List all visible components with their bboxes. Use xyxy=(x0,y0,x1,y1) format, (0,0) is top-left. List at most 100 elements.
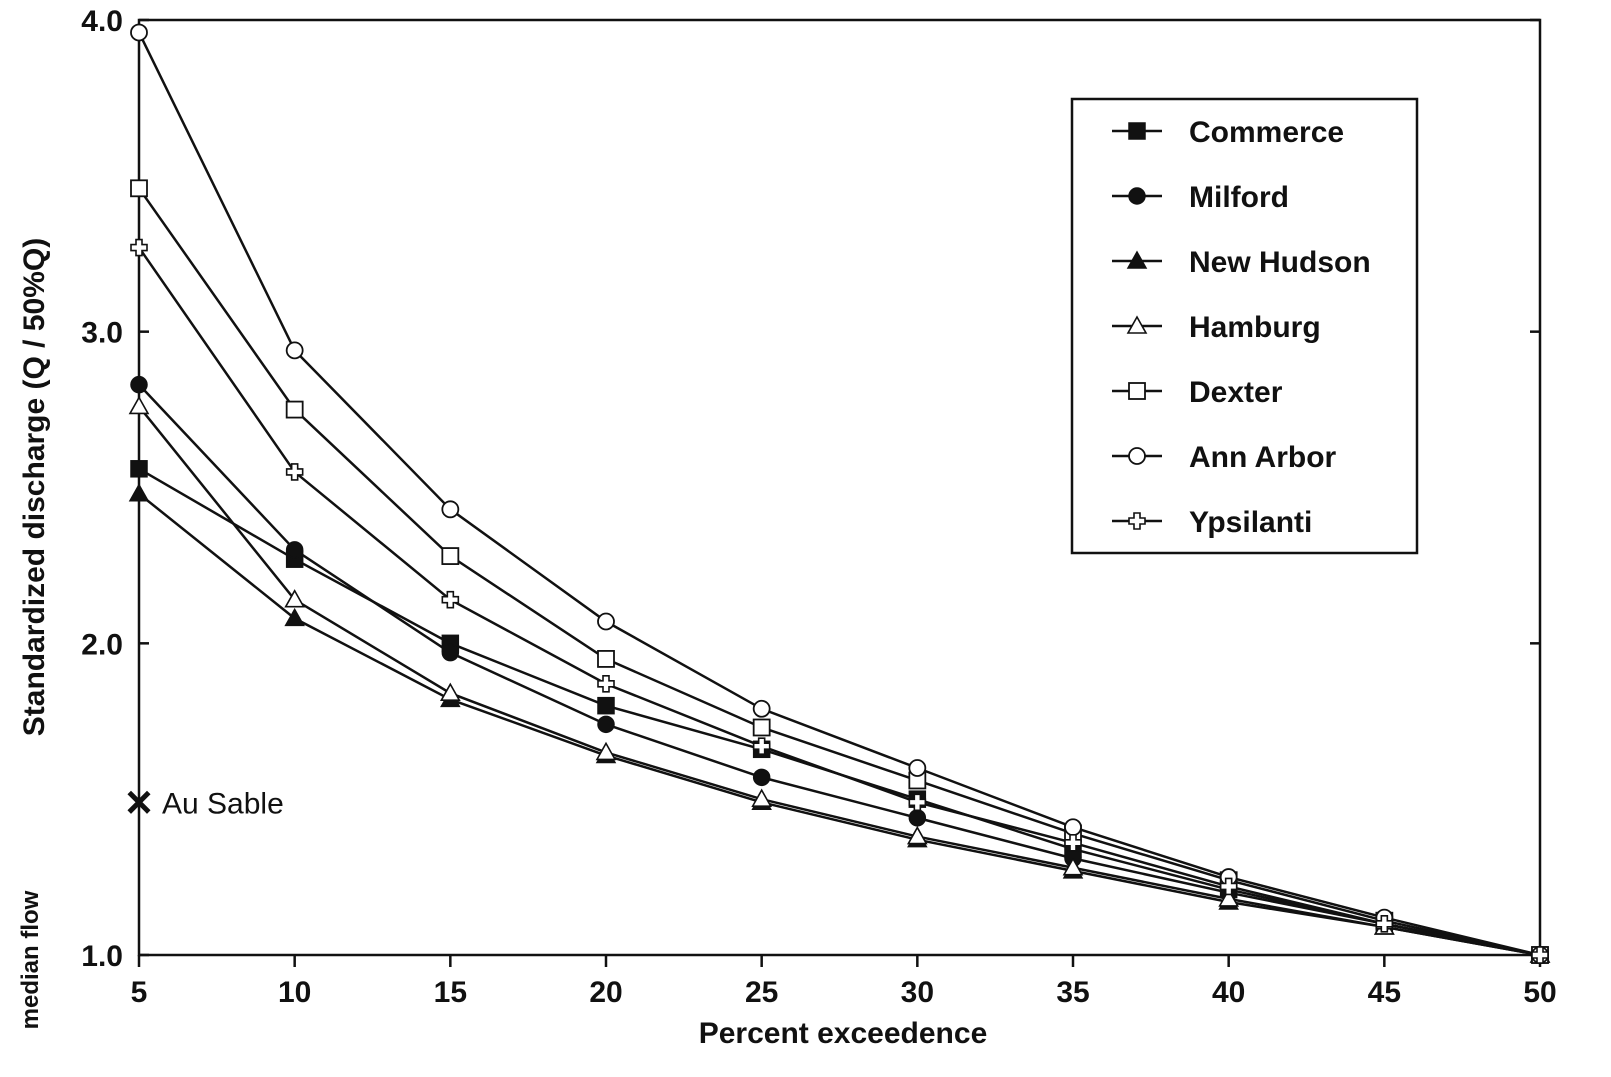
data-point-hamburg xyxy=(128,395,150,415)
data-point-hamburg xyxy=(906,825,928,845)
data-point-ann-arbor xyxy=(752,699,771,718)
data-point-ann-arbor xyxy=(441,500,460,519)
series-ann-arbor xyxy=(130,23,1549,964)
series-ypsilanti xyxy=(130,238,1549,964)
x-tick-label: 20 xyxy=(589,976,622,1009)
data-point-ypsilanti xyxy=(908,793,927,812)
data-point-milford xyxy=(908,809,927,827)
x-tick-label: 40 xyxy=(1212,976,1245,1009)
data-point-ypsilanti xyxy=(752,737,771,755)
x-tick-label: 15 xyxy=(434,976,467,1009)
data-point-ypsilanti xyxy=(597,675,615,693)
data-point-commerce xyxy=(597,696,615,715)
y-tick-label: 3.0 xyxy=(81,317,123,350)
median-flow-label: median flow xyxy=(17,890,44,1029)
data-point-ypsilanti xyxy=(1531,946,1549,964)
x-tick-label: 50 xyxy=(1523,976,1556,1009)
x-axis-title: Percent exceedence xyxy=(699,1017,988,1050)
plot-frame xyxy=(137,18,1542,957)
data-point-dexter xyxy=(285,400,304,419)
series-line-dexter xyxy=(137,187,1541,957)
legend-item-milford: Milford xyxy=(1112,181,1289,214)
data-point-ypsilanti xyxy=(441,590,460,609)
data-point-milford xyxy=(752,768,771,787)
legend-label-hamburg: Hamburg xyxy=(1189,311,1321,344)
legend-item-ann-arbor: Ann Arbor xyxy=(1112,441,1337,474)
legend-label-new-hudson: New Hudson xyxy=(1189,246,1371,279)
legend-item-commerce: Commerce xyxy=(1112,116,1344,149)
legend: Commerce Milford New Hudson Hamburg Dexter An… xyxy=(1070,97,1419,555)
legend-marker-hamburg xyxy=(1126,315,1148,334)
legend-label-ypsilanti: Ypsilanti xyxy=(1189,506,1312,539)
legend-marker-ypsilanti xyxy=(1128,512,1146,530)
y-tick-label: 1.0 xyxy=(81,940,123,973)
series-line-hamburg xyxy=(138,405,1541,957)
series-line-milford xyxy=(138,383,1541,957)
data-point-hamburg xyxy=(1062,857,1084,876)
y-tick-label: 2.0 xyxy=(81,628,123,661)
legend-label-dexter: Dexter xyxy=(1189,376,1283,409)
legend-item-new-hudson: New Hudson xyxy=(1112,246,1371,279)
data-point-dexter xyxy=(441,547,460,565)
legend-marker-milford xyxy=(1128,187,1146,205)
data-point-ann-arbor xyxy=(908,759,927,777)
x-tick-label: 35 xyxy=(1056,976,1089,1009)
series-line-new-hudson xyxy=(138,492,1541,957)
series-line-ann-arbor xyxy=(137,31,1541,957)
y-axis: 1.0 2.0 3.0 4.0 xyxy=(81,5,1540,973)
y-axis-title: Standardized discharge (Q / 50%Q) xyxy=(18,238,51,736)
data-point-ann-arbor xyxy=(130,23,148,42)
data-point-ann-arbor xyxy=(1064,818,1082,837)
legend-label-commerce: Commerce xyxy=(1189,116,1344,149)
data-point-milford xyxy=(130,375,148,394)
annotation-marker-au-sable xyxy=(127,790,151,814)
data-point-dexter xyxy=(752,718,771,737)
series-line-ypsilanti xyxy=(137,246,1541,957)
legend-marker-ann-arbor xyxy=(1128,447,1146,465)
legend-box xyxy=(1070,97,1419,555)
series-hamburg xyxy=(128,395,1551,963)
legend-item-dexter: Dexter xyxy=(1112,376,1283,409)
series-commerce xyxy=(130,460,1549,964)
x-axis: 5 10 15 20 25 30 35 40 45 50 xyxy=(131,955,1557,1009)
x-tick-label: 30 xyxy=(901,976,934,1009)
data-point-milford xyxy=(285,541,304,559)
data-point-new-hudson xyxy=(128,483,150,502)
series-line-commerce xyxy=(138,467,1541,957)
data-point-commerce xyxy=(130,460,148,478)
data-point-ypsilanti xyxy=(285,463,304,481)
data-point-ypsilanti xyxy=(1219,877,1238,896)
x-tick-label: 45 xyxy=(1368,976,1401,1009)
legend-item-ypsilanti: Ypsilanti xyxy=(1112,506,1312,539)
data-point-dexter xyxy=(597,650,615,668)
data-point-hamburg xyxy=(439,682,461,702)
data-point-hamburg xyxy=(1218,888,1240,907)
data-point-hamburg xyxy=(284,589,306,608)
y-tick-label: 4.0 xyxy=(81,5,123,38)
data-point-dexter xyxy=(130,179,148,198)
series-group xyxy=(128,23,1551,964)
series-new-hudson xyxy=(128,483,1551,963)
legend-label-ann-arbor: Ann Arbor xyxy=(1189,441,1337,474)
data-point-milford xyxy=(441,643,460,662)
legend-marker-commerce xyxy=(1128,122,1146,140)
legend-item-hamburg: Hamburg xyxy=(1112,311,1321,344)
data-point-hamburg xyxy=(595,741,617,761)
data-point-milford xyxy=(597,715,615,734)
data-point-new-hudson xyxy=(284,607,305,627)
data-point-ann-arbor xyxy=(597,612,615,631)
data-point-ann-arbor xyxy=(285,341,304,360)
legend-label-milford: Milford xyxy=(1189,181,1289,214)
x-tick-label: 25 xyxy=(745,976,778,1009)
legend-marker-new-hudson xyxy=(1126,250,1148,269)
x-tick-label: 10 xyxy=(278,976,311,1009)
data-point-ypsilanti xyxy=(1375,915,1394,933)
data-point-hamburg xyxy=(751,788,773,807)
x-tick-label: 5 xyxy=(131,976,148,1009)
data-point-ypsilanti xyxy=(1064,834,1082,852)
data-point-ypsilanti xyxy=(130,238,148,257)
legend-marker-dexter xyxy=(1128,382,1146,400)
annotation-label-au-sable: Au Sable xyxy=(162,787,284,820)
series-dexter xyxy=(130,179,1549,964)
